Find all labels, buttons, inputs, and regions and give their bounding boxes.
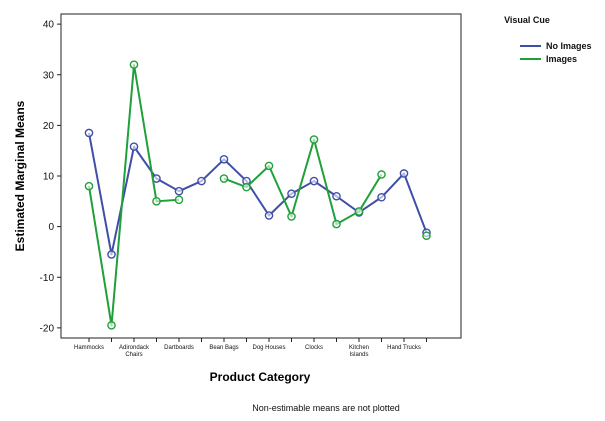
x-axis-title: Product Category bbox=[210, 370, 311, 384]
data-point-no-images bbox=[219, 154, 229, 164]
footnote: Non-estimable means are not plotted bbox=[252, 403, 400, 413]
y-tick-label: 10 bbox=[43, 172, 55, 183]
data-point-no-images bbox=[287, 189, 296, 199]
data-point-no-images bbox=[377, 192, 386, 202]
data-point-images bbox=[84, 181, 94, 191]
data-point-no-images bbox=[174, 186, 184, 196]
x-axis: Hammocks Adirondack Chairs Dartboards Bean B… bbox=[74, 338, 427, 358]
x-tick-label-adirondack-chairs: Adirondack Chairs bbox=[119, 345, 150, 358]
x-tick-label-hammocks: Hammocks bbox=[74, 345, 104, 351]
y-tick-label: -20 bbox=[40, 323, 55, 334]
legend-label-images: Images bbox=[546, 54, 577, 64]
series-no-images bbox=[84, 128, 431, 259]
data-point-images bbox=[242, 182, 251, 192]
data-point-images bbox=[287, 212, 296, 221]
series-line-images bbox=[223, 138, 383, 226]
data-point-no-images bbox=[84, 128, 94, 138]
series-line-no-images bbox=[88, 132, 428, 256]
series-line-images bbox=[88, 63, 180, 327]
x-tick-label-bean-bags: Bean Bags bbox=[209, 345, 238, 351]
data-point-no-images bbox=[332, 191, 341, 201]
data-point-no-images bbox=[197, 176, 206, 186]
x-tick-label-hand-trucks: Hand Trucks bbox=[387, 345, 421, 351]
y-tick-label: -10 bbox=[40, 273, 55, 284]
data-point-images bbox=[309, 135, 319, 144]
data-point-images bbox=[422, 231, 431, 241]
data-point-images bbox=[152, 197, 161, 206]
data-point-images bbox=[264, 161, 274, 171]
data-point-no-images bbox=[264, 211, 274, 220]
data-point-images bbox=[354, 207, 364, 216]
legend-label-no-images: No Images bbox=[546, 41, 592, 51]
y-tick-label: 20 bbox=[43, 121, 55, 132]
data-point-images bbox=[107, 321, 116, 330]
series-images bbox=[84, 60, 431, 330]
x-tick-label-kitchen-islands: Kitchen Islands bbox=[349, 345, 369, 358]
x-tick-label-clocks: Clocks bbox=[305, 345, 323, 351]
data-point-images bbox=[129, 60, 139, 69]
data-point-no-images bbox=[129, 142, 139, 151]
data-point-images bbox=[377, 170, 386, 179]
data-point-images bbox=[332, 219, 341, 229]
x-tick-label-dog-houses: Dog Houses bbox=[252, 345, 285, 351]
y-axis: -20 -10 0 10 20 30 40 bbox=[40, 20, 61, 334]
y-tick-label: 30 bbox=[43, 70, 55, 81]
y-axis-title: Estimated Marginal Means bbox=[13, 100, 27, 251]
data-point-images bbox=[174, 195, 184, 205]
y-tick-label: 40 bbox=[43, 20, 55, 31]
y-tick-label: 0 bbox=[48, 222, 54, 233]
data-point-no-images bbox=[309, 176, 319, 186]
x-tick-label-dartboards: Dartboards bbox=[164, 345, 194, 351]
legend: Visual Cue No Images Images bbox=[504, 15, 591, 64]
data-point-no-images bbox=[107, 250, 116, 259]
data-point-images bbox=[219, 174, 229, 183]
legend-title: Visual Cue bbox=[504, 15, 550, 25]
series-layer bbox=[84, 60, 431, 330]
data-point-no-images bbox=[399, 169, 409, 178]
